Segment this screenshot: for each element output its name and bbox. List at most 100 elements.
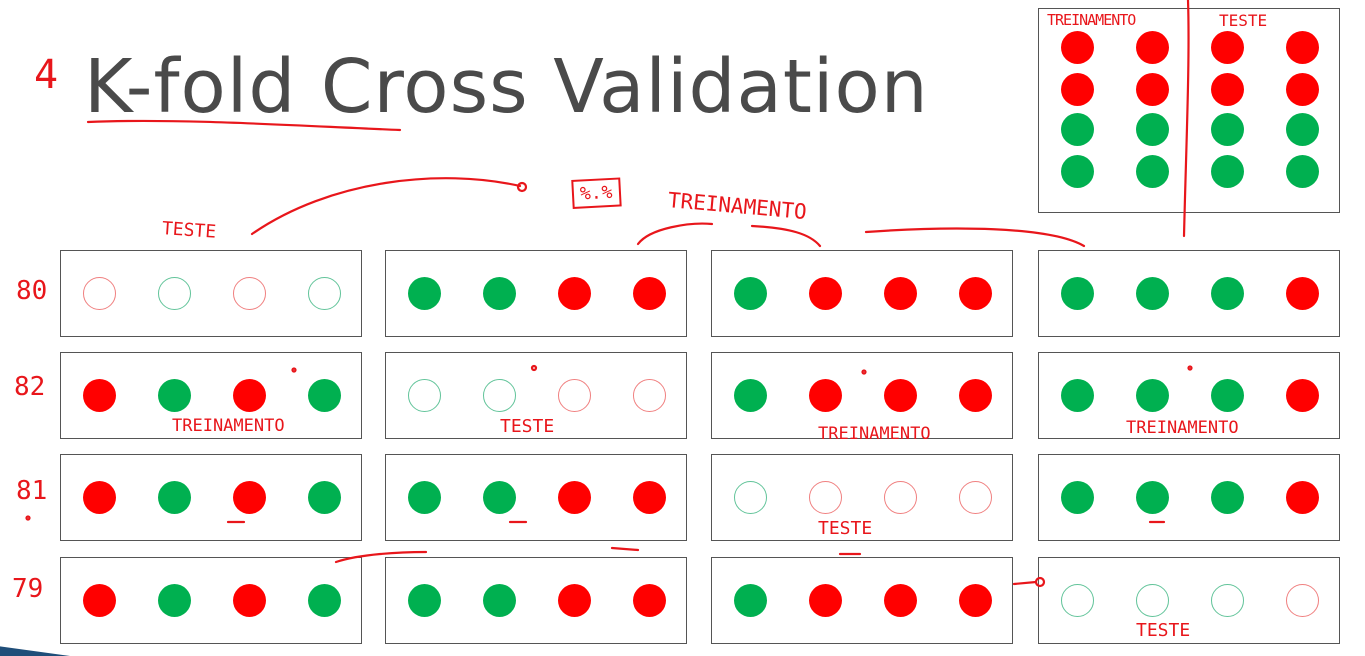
train-red-sample-dot <box>884 584 917 617</box>
train-red-sample-dot <box>809 584 842 617</box>
train-red-sample-dot <box>633 481 666 514</box>
legend-red-sample-dot <box>1286 73 1319 106</box>
test-red-sample-dot <box>959 481 992 514</box>
legend-green-sample-dot <box>1136 113 1169 146</box>
treinamento-stroke-left <box>636 222 714 246</box>
legend-divider <box>1182 0 1190 238</box>
fold-2-part-3 <box>711 352 1013 439</box>
train-red-sample-dot <box>1286 481 1319 514</box>
train-red-sample-dot <box>633 584 666 617</box>
slide-corner-accent <box>0 646 70 656</box>
legend-red-sample-dot <box>1211 73 1244 106</box>
train-red-sample-dot <box>959 277 992 310</box>
train-green-sample-dot <box>483 481 516 514</box>
annotation-teste-fold4-part4: TESTE <box>1136 620 1191 641</box>
test-red-sample-dot <box>884 481 917 514</box>
test-red-sample-dot <box>83 277 116 310</box>
train-red-sample-dot <box>233 584 266 617</box>
score-fold-1: 80 <box>16 276 48 306</box>
train-red-sample-dot <box>959 379 992 412</box>
train-green-sample-dot <box>1061 379 1094 412</box>
speck-2 <box>530 364 538 372</box>
legend-red-sample-dot <box>1061 31 1094 64</box>
speck-5 <box>25 515 31 521</box>
train-green-sample-dot <box>1061 277 1094 310</box>
test-green-sample-dot <box>408 379 441 412</box>
fold-1-part-3 <box>711 250 1013 337</box>
fold4-stroke-a <box>334 550 428 564</box>
fold-1-part-4 <box>1038 250 1340 337</box>
train-green-sample-dot <box>734 277 767 310</box>
train-red-sample-dot <box>233 481 266 514</box>
legend-red-sample-dot <box>1211 31 1244 64</box>
annotation-teste-fold2-part2: TESTE <box>500 416 555 437</box>
train-green-sample-dot <box>1061 481 1094 514</box>
fold-1-part-2 <box>385 250 687 337</box>
fold-1-part-1 <box>60 250 362 337</box>
test-red-sample-dot <box>233 277 266 310</box>
legend-green-sample-dot <box>1286 155 1319 188</box>
train-green-sample-dot <box>158 379 191 412</box>
fold-4-part-1 <box>60 557 362 644</box>
test-green-sample-dot <box>1136 584 1169 617</box>
train-green-sample-dot <box>1211 277 1244 310</box>
slide-title: K-fold Cross Validation <box>84 44 929 130</box>
train-green-sample-dot <box>1211 481 1244 514</box>
annotation-treinamento-fold2-part4: TREINAMENTO <box>1126 418 1239 438</box>
train-red-sample-dot <box>233 379 266 412</box>
train-red-sample-dot <box>558 277 591 310</box>
test-green-sample-dot <box>158 277 191 310</box>
train-red-sample-dot <box>884 277 917 310</box>
train-green-sample-dot <box>483 277 516 310</box>
train-red-sample-dot <box>1286 277 1319 310</box>
legend-red-sample-dot <box>1286 31 1319 64</box>
train-red-sample-dot <box>83 481 116 514</box>
train-red-sample-dot <box>558 481 591 514</box>
speck-4 <box>1187 365 1193 371</box>
fold-3-part-4 <box>1038 454 1340 541</box>
train-green-sample-dot <box>158 481 191 514</box>
test-green-sample-dot <box>1061 584 1094 617</box>
treinamento-stroke-long <box>864 227 1086 248</box>
legend-red-sample-dot <box>1136 73 1169 106</box>
slide-number-note: 4 <box>34 52 59 98</box>
legend-red-sample-dot <box>1136 31 1169 64</box>
train-green-sample-dot <box>308 379 341 412</box>
train-green-sample-dot <box>1136 379 1169 412</box>
fold4-stroke-b <box>610 546 640 552</box>
annotation-teste-fold3-part3: TESTE <box>818 518 873 539</box>
treinamento-stroke-right <box>750 224 822 248</box>
legend-green-sample-dot <box>1211 155 1244 188</box>
arrow-to-fold4-test <box>1012 580 1038 586</box>
test-green-sample-dot <box>1211 584 1244 617</box>
annotation-treinamento-fold2-part3: TREINAMENTO <box>818 424 931 444</box>
legend-green-sample-dot <box>1286 113 1319 146</box>
fold-3-part-1 <box>60 454 362 541</box>
train-green-sample-dot <box>308 584 341 617</box>
test-red-sample-dot <box>633 379 666 412</box>
train-red-sample-dot <box>884 379 917 412</box>
train-red-sample-dot <box>633 277 666 310</box>
train-red-sample-dot <box>959 584 992 617</box>
fold-4-part-2 <box>385 557 687 644</box>
arrow-to-fold4-test-dot <box>1034 576 1046 588</box>
speck-3 <box>861 369 867 375</box>
annotation-treinamento-fold2-part1: TREINAMENTO <box>172 416 285 436</box>
train-red-sample-dot <box>809 379 842 412</box>
score-fold-3: 81 <box>16 476 48 506</box>
train-green-sample-dot <box>483 584 516 617</box>
train-red-sample-dot <box>83 379 116 412</box>
train-green-sample-dot <box>408 481 441 514</box>
legend-train-label: TREINAMENTO <box>1047 11 1136 29</box>
train-red-sample-dot <box>83 584 116 617</box>
legend-red-sample-dot <box>1061 73 1094 106</box>
train-green-sample-dot <box>308 481 341 514</box>
legend-green-sample-dot <box>1061 155 1094 188</box>
test-red-sample-dot <box>809 481 842 514</box>
legend-green-sample-dot <box>1136 155 1169 188</box>
fold-4-part-4 <box>1038 557 1340 644</box>
fold-4-part-3 <box>711 557 1013 644</box>
score-fold-4: 79 <box>12 574 44 604</box>
legend-test-label: TESTE <box>1219 11 1268 30</box>
train-green-sample-dot <box>734 584 767 617</box>
